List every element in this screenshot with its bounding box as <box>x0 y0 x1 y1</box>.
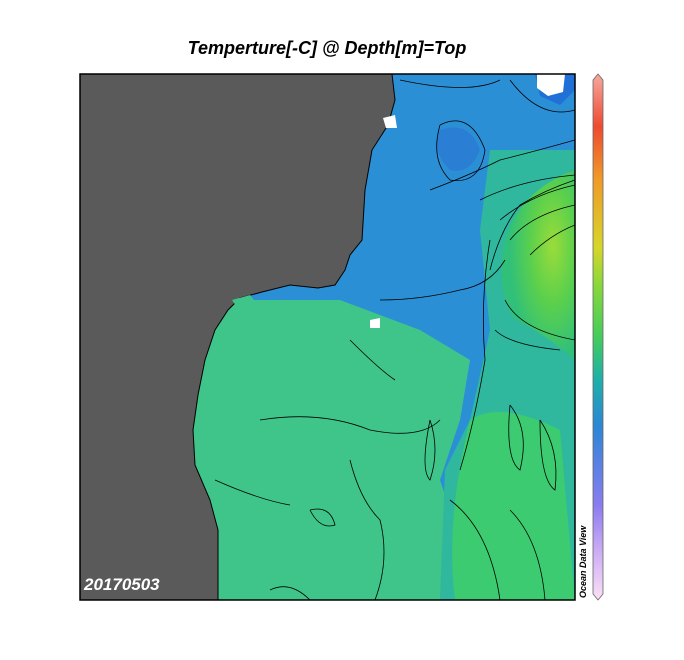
date-label: 20170503 <box>83 575 160 594</box>
sea-warm-south <box>452 412 575 600</box>
sea-warm-eddy <box>501 170 575 360</box>
no-data <box>370 318 380 328</box>
map-frame <box>79 73 576 601</box>
sea-cool-patch <box>436 127 480 171</box>
no-data <box>383 115 397 128</box>
no-data <box>537 74 565 96</box>
watermark: Ocean Data View <box>578 525 588 598</box>
colorbar <box>592 73 604 601</box>
land <box>80 74 396 600</box>
bay-water <box>232 295 258 312</box>
title: Temperture[-C] @ Depth[m]=Top <box>188 38 467 58</box>
contour-lines <box>214 79 575 600</box>
map-field <box>80 74 575 600</box>
